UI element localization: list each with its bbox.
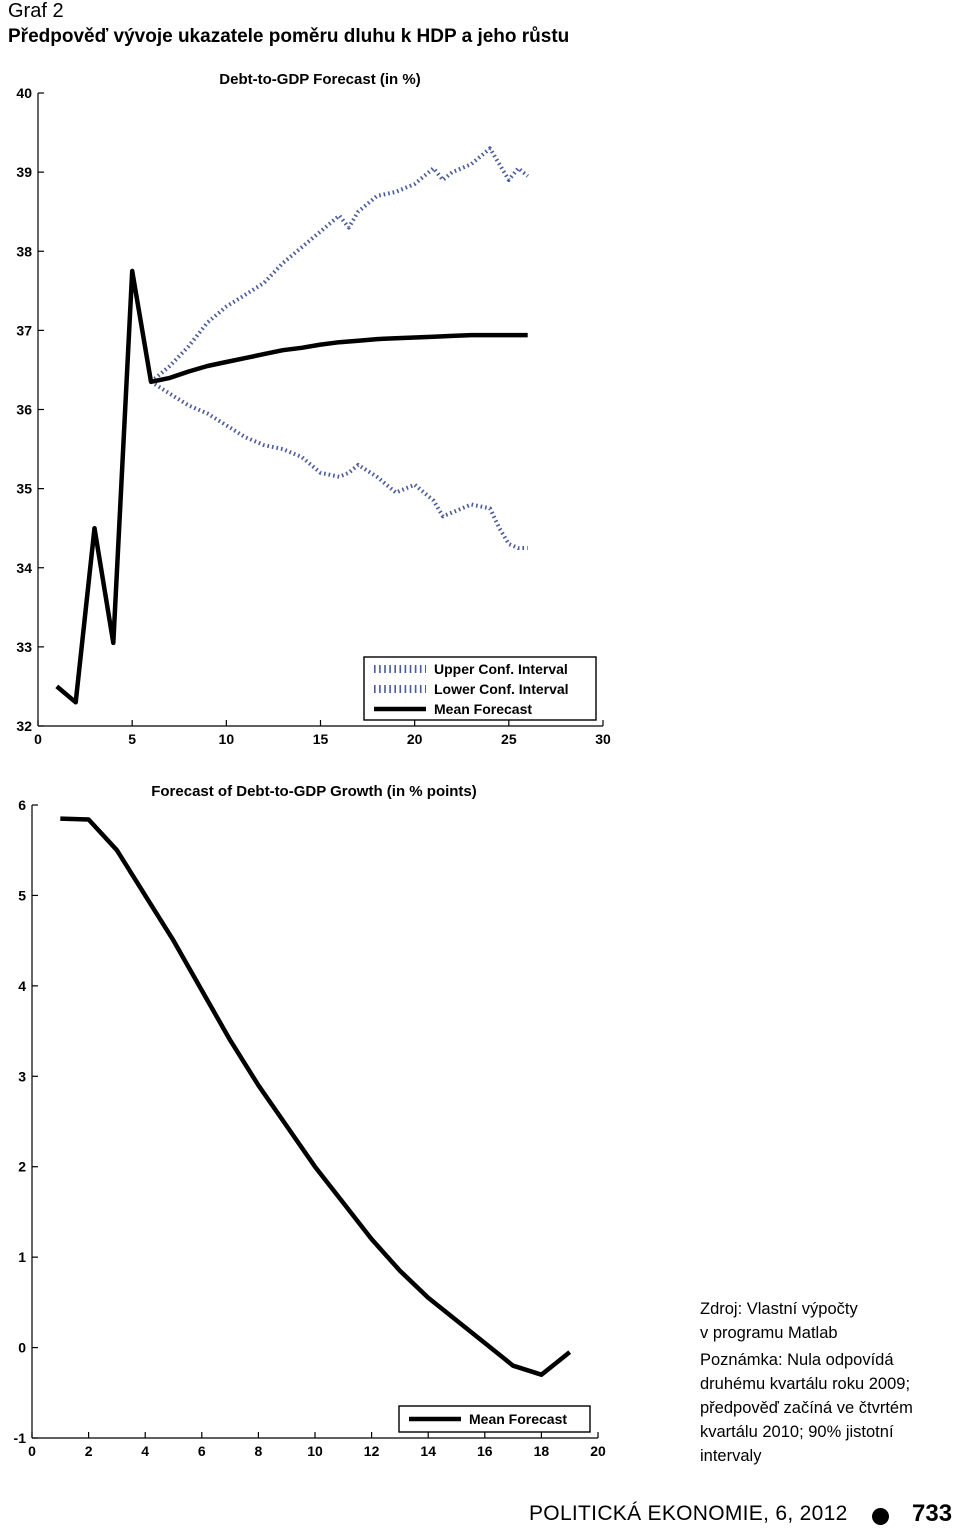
x-tick-label: 20 [590, 1443, 606, 1459]
x-tick-label: 10 [219, 731, 235, 747]
remark-line-4: kvartálu 2010; 90% jistotní [700, 1423, 894, 1441]
y-tick-label: 4 [18, 978, 26, 994]
y-tick-label: 34 [16, 560, 32, 576]
legend-label: Upper Conf. Interval [434, 661, 568, 677]
y-tick-label: 3 [18, 1068, 26, 1084]
legend-label: Mean Forecast [434, 701, 532, 717]
debt-growth-forecast-chart: Forecast of Debt-to-GDP Growth (in % poi… [14, 783, 606, 1459]
source-line-2: v programu Matlab [700, 1324, 838, 1342]
source-note: Zdroj: Vlastní výpočty v programu Matlab [700, 1297, 955, 1345]
y-tick-label: 0 [18, 1340, 26, 1356]
y-tick-label: -1 [14, 1430, 27, 1446]
y-tick-label: 6 [18, 797, 26, 813]
series-line-upper-conf-interval [149, 146, 529, 384]
figure-title: Předpověď vývoje ukazatele poměru dluhu … [8, 26, 570, 47]
x-tick-label: 25 [501, 731, 517, 747]
x-tick-label: 15 [313, 731, 329, 747]
remark-line-1: Poznámka: Nula odpovídá [700, 1351, 894, 1369]
y-tick-label: 33 [16, 639, 32, 655]
y-tick-label: 1 [18, 1249, 26, 1265]
remark-line-5: intervaly [700, 1447, 762, 1465]
legend-label: Mean Forecast [469, 1411, 567, 1427]
y-tick-label: 35 [16, 481, 32, 497]
y-tick-label: 40 [16, 85, 32, 101]
debt-to-gdp-forecast-chart: Debt-to-GDP Forecast (in %) 32 33 34 35 36 37 3… [16, 71, 611, 747]
x-tick-label: 16 [477, 1443, 493, 1459]
page-number: 733 [912, 1500, 953, 1527]
x-tick-label: 30 [595, 731, 611, 747]
y-tick-label: 36 [16, 402, 32, 418]
x-tick-label: 8 [255, 1443, 263, 1459]
remark-line-3: předpověď začíná ve čtvrtém [700, 1399, 913, 1417]
x-tick-label: 2 [85, 1443, 93, 1459]
chart-title: Forecast of Debt-to-GDP Growth (in % poi… [151, 783, 477, 800]
x-tick-label: 12 [364, 1443, 380, 1459]
remark-line-2: druhému kvartálu roku 2009; [700, 1375, 911, 1393]
x-tick-label: 14 [420, 1443, 436, 1459]
x-tick-label: 0 [34, 731, 42, 747]
y-tick-label: 5 [18, 887, 26, 903]
remark-note: Poznámka: Nula odpovídá druhému kvartálu… [700, 1348, 955, 1468]
x-tick-label: 10 [307, 1443, 323, 1459]
y-tick-label: 2 [18, 1159, 26, 1175]
x-tick-label: 5 [128, 731, 136, 747]
y-tick-label: 37 [16, 322, 32, 338]
legend-label: Lower Conf. Interval [434, 681, 569, 697]
x-tick-label: 20 [407, 731, 423, 747]
y-tick-label: 38 [16, 243, 32, 259]
journal-footer: POLITICKÁ EKONOMIE, 6, 2012 [529, 1502, 848, 1525]
x-tick-label: 18 [534, 1443, 550, 1459]
x-tick-label: 6 [198, 1443, 206, 1459]
series-line-mean-forecast [55, 268, 528, 705]
x-tick-label: 4 [141, 1443, 149, 1459]
x-tick-label: 0 [28, 1443, 36, 1459]
y-tick-label: 32 [16, 718, 32, 734]
y-tick-label: 39 [16, 164, 32, 180]
footer-bullet [872, 1508, 889, 1525]
series-line-lower-conf-interval [149, 380, 528, 550]
series-line-mean-forecast [60, 816, 572, 1377]
source-line-1: Zdroj: Vlastní výpočty [700, 1300, 858, 1318]
figure-label: Graf 2 [8, 0, 64, 22]
chart-title: Debt-to-GDP Forecast (in %) [219, 71, 420, 88]
